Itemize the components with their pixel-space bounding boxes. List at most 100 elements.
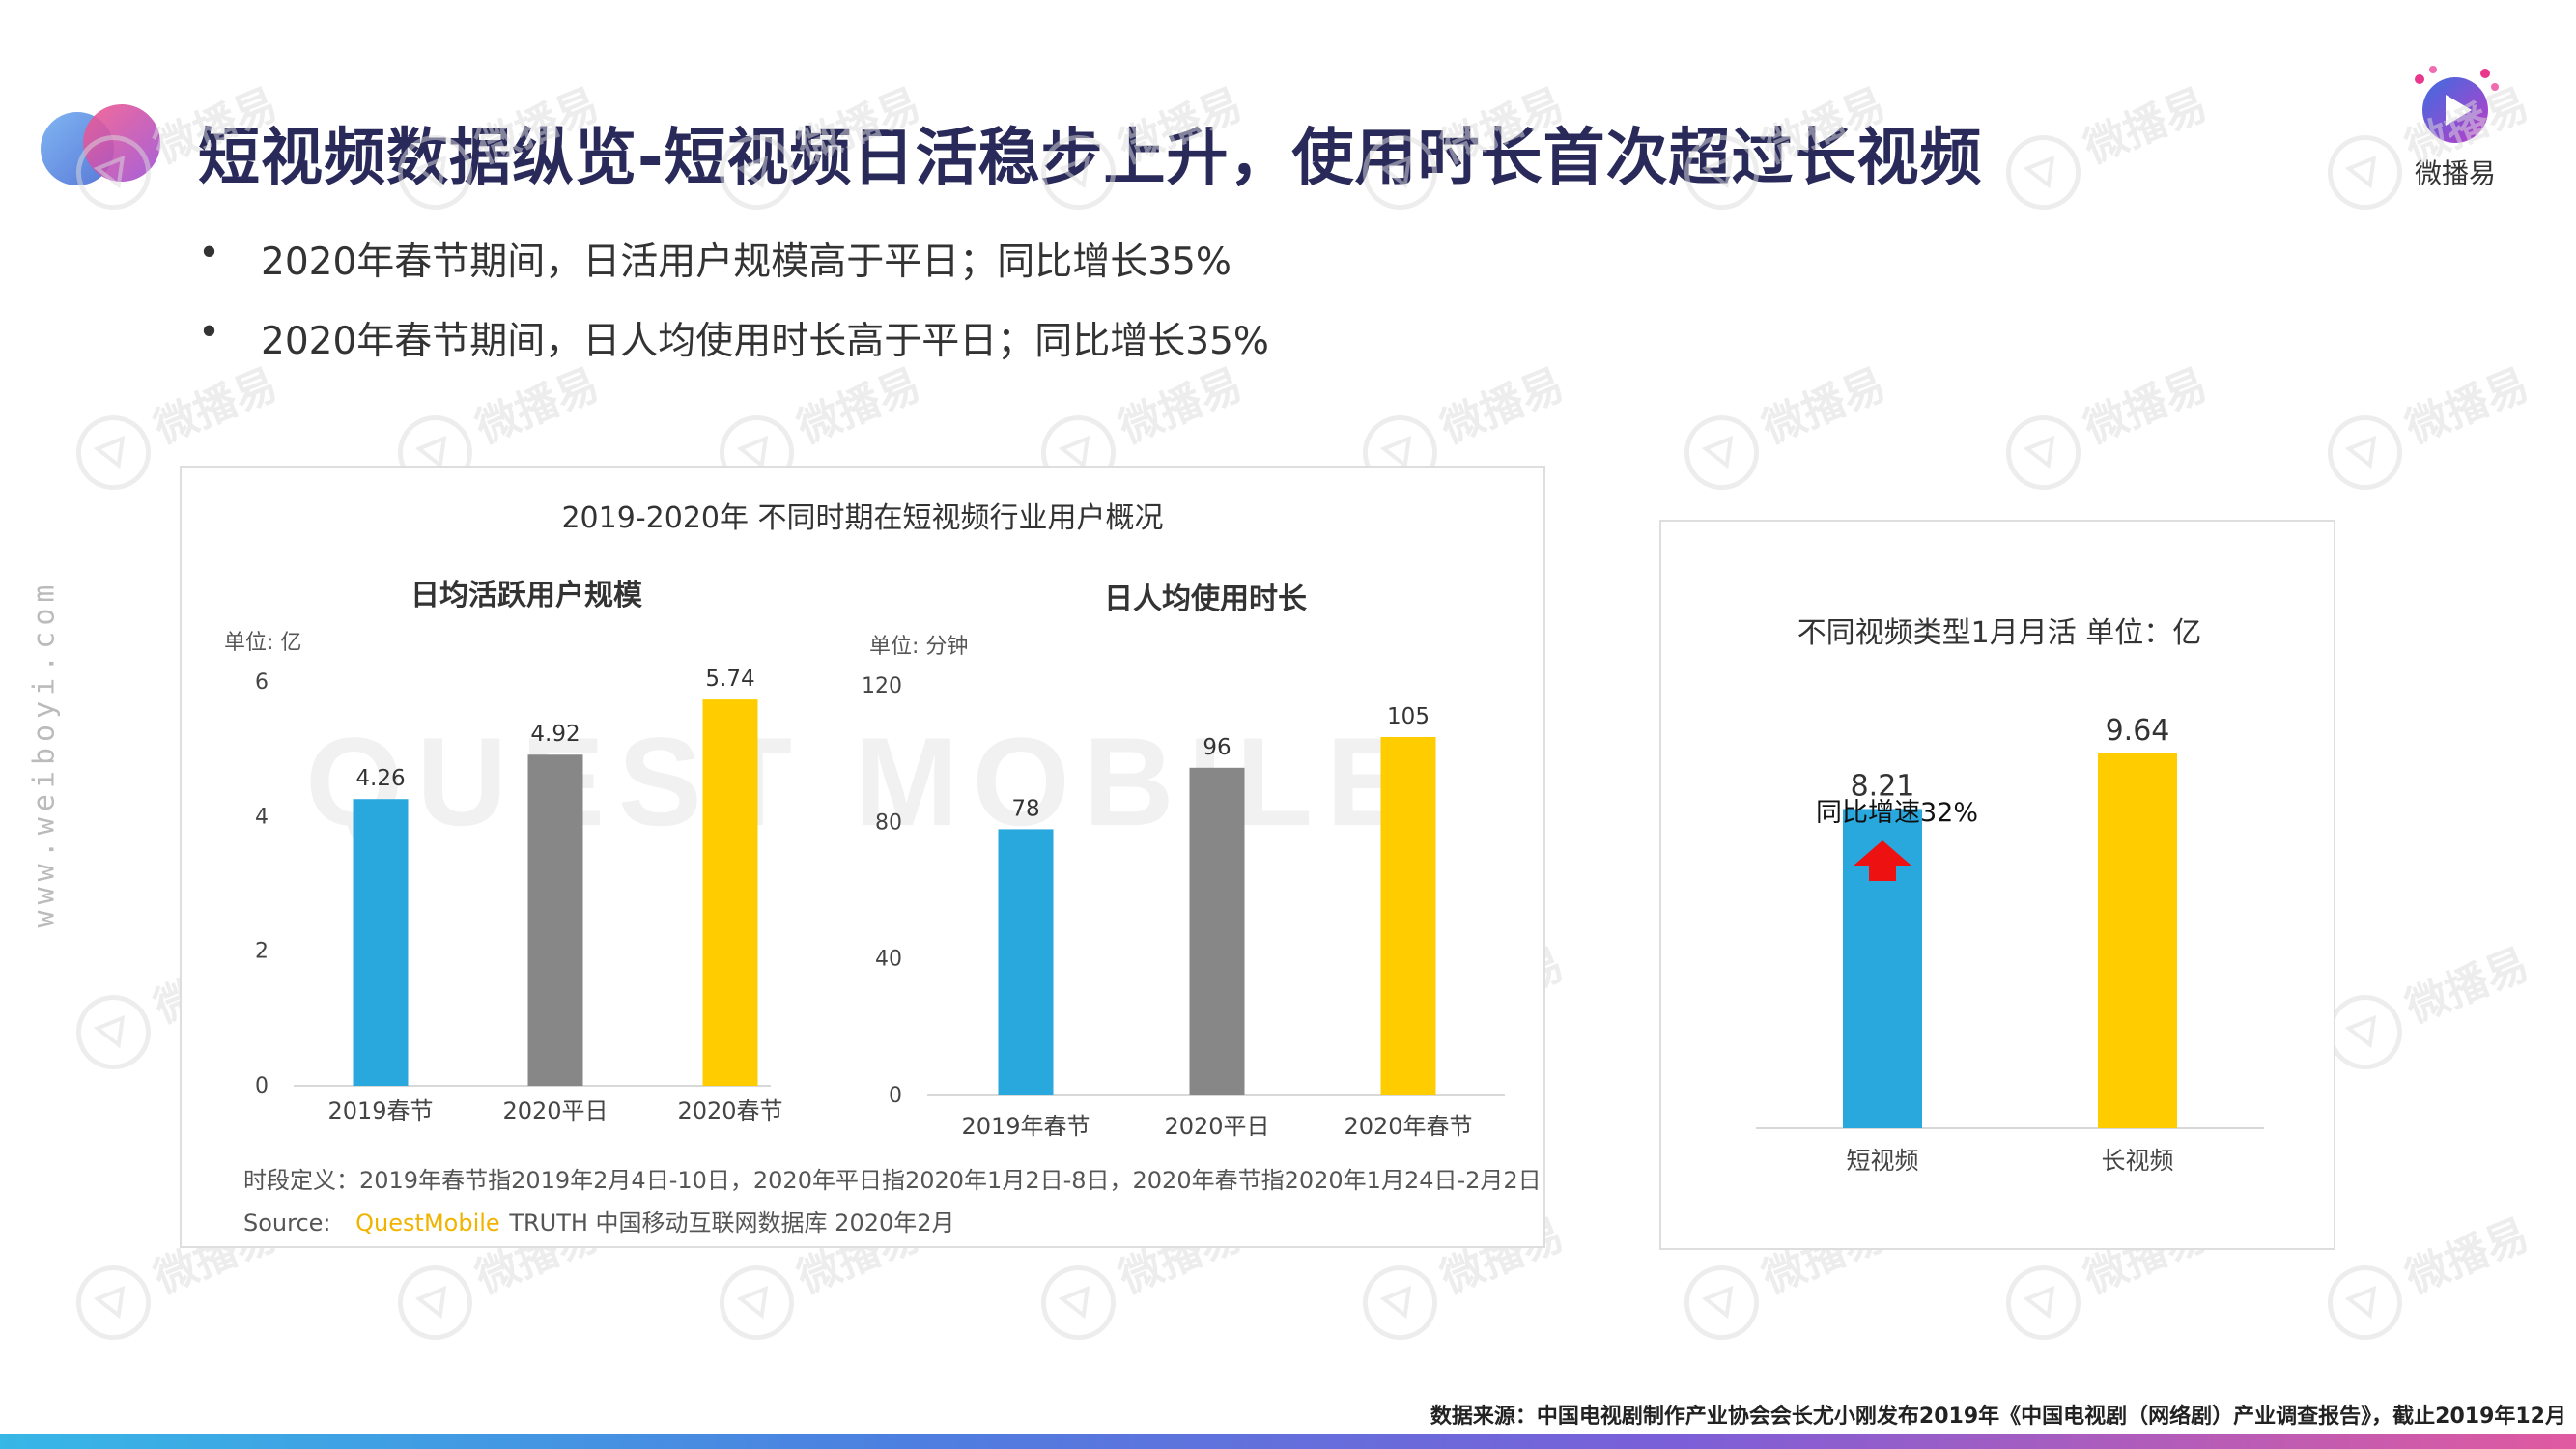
page-title: 短视频数据纵览-短视频日活稳步上升，使用时长首次超过长视频 (198, 123, 1983, 194)
watermark-triangle-icon (1058, 1285, 1090, 1320)
side-url-text: www.weiboyi.com (27, 579, 62, 928)
bar (527, 754, 583, 1086)
watermark-triangle-icon (2344, 435, 2377, 469)
watermark-triangle-icon (93, 1014, 126, 1049)
chart-title: 日人均使用时长 (1104, 582, 1307, 616)
watermark-triangle-icon (2344, 1285, 2377, 1320)
bar (1380, 737, 1436, 1095)
bullet-list: • 2020年春节期间，日活用户规模高于平日；同比增长35% • 2020年春节… (198, 232, 1269, 390)
watermark-triangle-icon (414, 1285, 447, 1320)
watermark-triangle-icon (736, 1285, 769, 1320)
watermark-circle-icon (2327, 415, 2402, 491)
source-line: Source: QuestMobile TRUTH 中国移动互联网数据库 202… (243, 1209, 955, 1236)
bar-value-label: 4.92 (530, 722, 580, 747)
bullet-text: 2020年春节期间，日人均使用时长高于平日；同比增长35% (261, 320, 1269, 363)
bullet-text: 2020年春节期间，日活用户规模高于平日；同比增长35% (261, 241, 1231, 284)
watermark-triangle-icon (2023, 435, 2055, 469)
bar (998, 829, 1054, 1095)
watermark-text: 微播易 (1755, 360, 1892, 454)
category-label: 2020年春节 (1344, 1113, 1472, 1140)
bar-value-label: 4.26 (355, 766, 405, 791)
left-chart-panel: QUEST MOBILE 2019-2020年 不同时期在短视频行业用户概况 日… (180, 466, 1545, 1248)
watermark-circle-icon (1684, 415, 1759, 491)
left-panel-title: 2019-2020年 不同时期在短视频行业用户概况 (561, 501, 1163, 535)
data-source-note: 数据来源：中国电视剧制作产业协会会长尤小刚发布2019年《中国电视剧（网络剧）产… (1430, 1405, 2566, 1429)
bar (2098, 753, 2177, 1128)
unit-label: 单位: 亿 (224, 631, 301, 655)
category-label: 长视频 (2101, 1147, 2173, 1175)
bullet-item-2: • 2020年春节期间，日人均使用时长高于平日；同比增长35% (198, 311, 1269, 365)
bar (353, 799, 409, 1086)
watermark-circle-icon (2005, 135, 2081, 211)
category-label: 2020平日 (502, 1097, 608, 1124)
up-arrow-icon (1854, 840, 1911, 881)
y-tick-label: 6 (255, 670, 269, 695)
watermark-text: 微播易 (2077, 360, 2214, 454)
watermark-circle-icon (1040, 1265, 1116, 1341)
watermark-circle-icon (719, 1265, 794, 1341)
watermark-triangle-icon (1701, 435, 1734, 469)
y-tick-label: 120 (862, 674, 902, 698)
y-tick-label: 80 (875, 810, 902, 835)
bar-value-label: 78 (1011, 796, 1039, 821)
watermark-triangle-icon (2023, 155, 2055, 189)
chart-title: 不同视频类型1月月活 单位：亿 (1798, 616, 2202, 650)
watermark-circle-icon (2005, 415, 2081, 491)
watermark-circle-icon (2005, 1265, 2081, 1341)
qm-watermark-text: QUEST MOBILE (305, 711, 1423, 852)
watermark-circle-icon (2327, 135, 2402, 211)
watermark-triangle-icon (1379, 1285, 1412, 1320)
watermark-circle-icon (1684, 1265, 1759, 1341)
watermark-circle-icon (75, 415, 151, 491)
category-label: 2019年春节 (961, 1113, 1090, 1140)
bar-value-label: 8.21 (1851, 769, 1915, 803)
watermark-text: 微播易 (2398, 360, 2535, 454)
category-label: 2020春节 (677, 1097, 782, 1124)
watermark-stamp: 微播易 (2005, 80, 2214, 211)
bar (1189, 767, 1245, 1095)
watermark-triangle-icon (93, 1285, 126, 1320)
source-label: Source: (243, 1209, 331, 1236)
watermark-circle-icon (397, 1265, 472, 1341)
y-tick-label: 0 (255, 1074, 269, 1098)
watermark-triangle-icon (2344, 155, 2377, 189)
source-brand: QuestMobile (355, 1209, 500, 1236)
period-footnote: 时段定义：2019年春节指2019年2月4日-10日，2020年平日指2020年… (243, 1167, 1542, 1194)
chart-title: 日均活跃用户规模 (410, 579, 642, 612)
watermark-circle-icon (75, 1265, 151, 1341)
watermark-triangle-icon (1701, 1285, 1734, 1320)
watermark-circle-icon (2327, 1265, 2402, 1341)
bar-value-label: 105 (1387, 704, 1430, 729)
watermark-stamp: 微播易 (2327, 940, 2535, 1070)
play-icon (2415, 66, 2499, 143)
watermark-triangle-icon (2023, 1285, 2055, 1320)
y-tick-label: 0 (889, 1084, 902, 1108)
bar (702, 699, 758, 1086)
watermark-stamp: 微播易 (2005, 360, 2214, 491)
y-tick-label: 2 (255, 940, 269, 964)
source-rest: TRUTH 中国移动互联网数据库 2020年2月 (508, 1209, 954, 1236)
y-tick-label: 40 (875, 948, 902, 972)
watermark-circle-icon (75, 995, 151, 1070)
unit-label: 单位: 分钟 (869, 635, 968, 659)
bar-value-label: 96 (1203, 735, 1231, 760)
y-tick-label: 4 (255, 805, 269, 829)
left-chart-canvas: QUEST MOBILE 2019-2020年 不同时期在短视频行业用户概况 日… (224, 501, 1542, 1236)
watermark-triangle-icon (93, 435, 126, 469)
category-label: 2020平日 (1164, 1113, 1269, 1140)
watermark-stamp: 微播易 (2327, 360, 2535, 491)
category-label: 短视频 (1846, 1147, 1918, 1175)
mau-chart: 不同视频类型1月月活 单位：亿 8.21 短视频 9.64 长视频 同比增速32% (1756, 616, 2264, 1175)
watermark-stamp: 微播易 (2327, 1210, 2535, 1341)
bottom-gradient-bar (0, 1434, 2576, 1449)
watermark-circle-icon (1362, 1265, 1437, 1341)
watermark-text: 微播易 (2398, 1210, 2535, 1304)
watermark-stamp: 微播易 (1684, 360, 1892, 491)
watermark-text: 微播易 (1433, 360, 1571, 454)
right-chart-panel: 不同视频类型1月月活 单位：亿 8.21 短视频 9.64 长视频 同比增速32% (1659, 520, 2335, 1250)
bullet-dot: • (198, 232, 221, 275)
watermark-triangle-icon (2344, 1014, 2377, 1049)
bar-value-label: 5.74 (705, 667, 754, 692)
bullet-dot: • (198, 311, 221, 355)
